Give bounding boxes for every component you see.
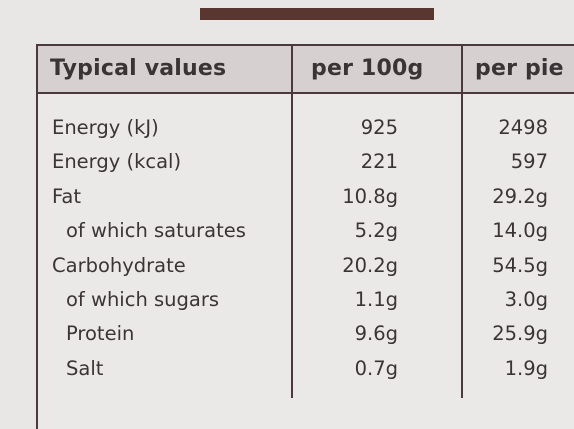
column-divider bbox=[291, 46, 293, 398]
row-label: of which sugars bbox=[66, 287, 220, 311]
nutrition-table: Typical values per 100g per pie Energy (… bbox=[36, 44, 574, 429]
table-header: Typical values per 100g per pie bbox=[38, 46, 574, 94]
table-row: Carbohydrate 20.2g 54.5g bbox=[38, 254, 574, 288]
header-typical-values: Typical values bbox=[50, 56, 227, 81]
row-value-per-100g: 5.2g bbox=[354, 219, 398, 243]
table-body: Energy (kJ) 925 2498 Energy (kcal) 221 5… bbox=[38, 116, 574, 391]
column-divider bbox=[461, 46, 463, 398]
table-row: Protein 9.6g 25.9g bbox=[38, 322, 574, 356]
row-value-per-100g: 0.7g bbox=[354, 356, 398, 380]
table-row: Salt 0.7g 1.9g bbox=[38, 357, 574, 391]
row-label: Protein bbox=[66, 322, 135, 346]
row-value-per-100g: 1.1g bbox=[354, 287, 398, 311]
table-row: Fat 10.8g 29.2g bbox=[38, 185, 574, 219]
row-value-per-pie: 1.9g bbox=[504, 356, 548, 380]
row-value-per-pie: 597 bbox=[510, 150, 548, 174]
row-value-per-100g: 221 bbox=[360, 150, 398, 174]
top-decorative-bar bbox=[200, 8, 434, 20]
row-value-per-pie: 29.2g bbox=[492, 184, 548, 208]
table-row: of which saturates 5.2g 14.0g bbox=[38, 219, 574, 253]
row-label: Energy (kcal) bbox=[52, 150, 182, 174]
table-row: Energy (kcal) 221 597 bbox=[38, 150, 574, 184]
row-value-per-100g: 20.2g bbox=[342, 253, 398, 277]
row-value-per-pie: 3.0g bbox=[504, 287, 548, 311]
row-label: of which saturates bbox=[66, 219, 246, 243]
row-label: Energy (kJ) bbox=[52, 116, 159, 139]
header-per-pie: per pie bbox=[475, 56, 564, 81]
row-value-per-pie: 25.9g bbox=[492, 322, 548, 346]
row-value-per-pie: 2498 bbox=[498, 116, 548, 139]
row-value-per-100g: 9.6g bbox=[354, 322, 398, 346]
row-label: Salt bbox=[66, 356, 104, 380]
row-value-per-100g: 925 bbox=[360, 116, 398, 139]
header-per-100g: per 100g bbox=[311, 56, 424, 81]
row-value-per-100g: 10.8g bbox=[342, 184, 398, 208]
table-row: Energy (kJ) 925 2498 bbox=[38, 116, 574, 150]
row-value-per-pie: 14.0g bbox=[492, 219, 548, 243]
table-row: of which sugars 1.1g 3.0g bbox=[38, 288, 574, 322]
row-label: Carbohydrate bbox=[52, 253, 186, 277]
row-value-per-pie: 54.5g bbox=[492, 253, 548, 277]
row-label: Fat bbox=[52, 184, 82, 208]
